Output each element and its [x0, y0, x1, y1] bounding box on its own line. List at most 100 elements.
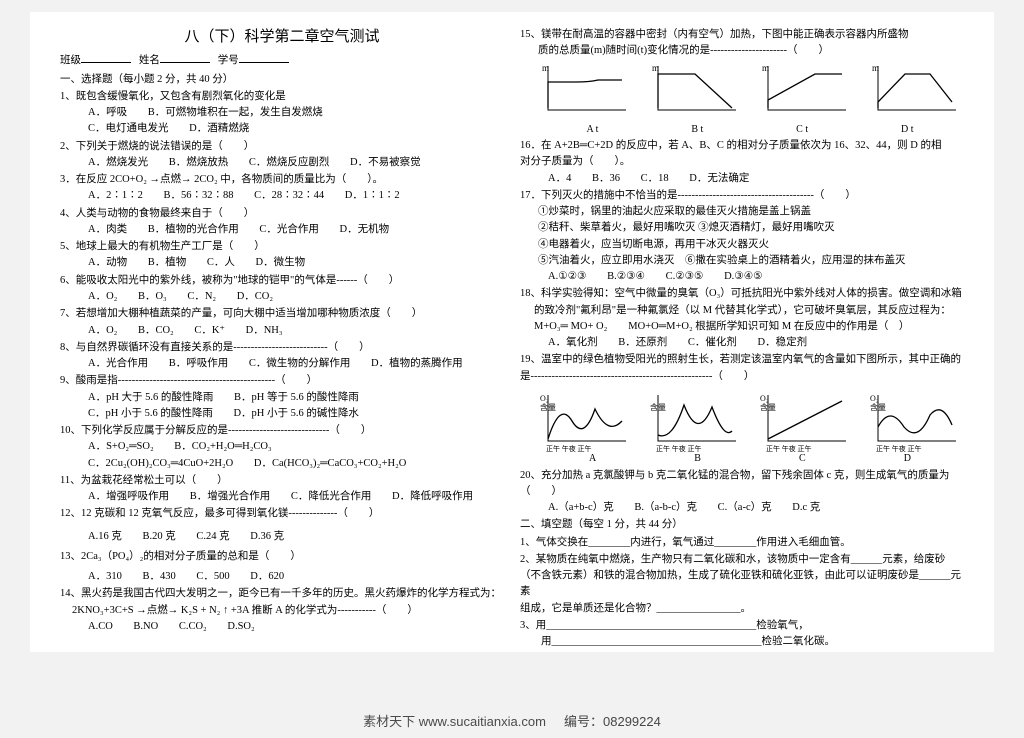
q15-charts: m m m [540, 62, 960, 120]
q15-chart-labels: A tB t C tD t [540, 122, 960, 138]
q5: 5、地球上最大的有机物生产工厂是（ ） A．动物 B．植物 C．人 D．微生物 [60, 239, 504, 272]
q1-A: A．呼吸 [88, 105, 127, 121]
q5-stem: 5、地球上最大的有机物生产工厂是（ ） [60, 239, 504, 255]
q9-stem: 9、酸雨是指----------------------------------… [60, 373, 504, 389]
svg-text:正午 午夜 正午: 正午 午夜 正午 [546, 444, 592, 453]
q3-D: D．1∶1∶2 [345, 188, 400, 204]
q15-line2: 质的总质量(m)随时间(t)变化情况的是--------------------… [520, 43, 964, 59]
q17-o4: ⑤汽油着火，应立即用水浇灭 ⑥撒在实验桌上的酒精着火，应用湿的抹布盖灭 [520, 253, 964, 269]
q18: 18、科学实验得知：空气中微量的臭氧（O₃）可抵抗阳光中紫外线对人体的损害。做空… [520, 286, 964, 351]
q5-C: C．人 [207, 255, 235, 271]
section1-header: 一、选择题（每小题 2 分，共 40 分） [60, 72, 504, 88]
q8-B: B．呼吸作用 [169, 356, 229, 372]
q3-B: B．56∶32∶88 [163, 188, 233, 204]
right-column: 15、镁带在耐高温的容器中密封（内有空气）加热，下图中能正确表示容器内所盛物 质… [512, 26, 972, 642]
svg-text:正午 午夜 正午: 正午 午夜 正午 [656, 444, 702, 453]
svg-text:O₂: O₂ [760, 394, 769, 403]
q11-stem: 11、为盆栽花经常松土可以（ ） [60, 473, 504, 489]
svg-text:正午 午夜 正午: 正午 午夜 正午 [876, 444, 922, 453]
q17: 17．下列灭火的措施中不恰当的是------------------------… [520, 188, 964, 286]
q4: 4、人类与动物的食物最终来自于（ ） A．肉类 B．植物的光合作用 C．光合作用… [60, 206, 504, 239]
q10-C: C．2Cu₂(OH)₂CO₃═4CuO+2H₂O [88, 456, 233, 472]
footer-id-value: 08299224 [603, 714, 661, 729]
q8-A: A．光合作用 [88, 356, 148, 372]
q16-B: B．36 [592, 171, 620, 187]
q11-C: C．降低光合作用 [291, 489, 372, 505]
q10-A: A．S+O₂═SO₂ [88, 439, 154, 455]
footer: 素材天下 www.sucaitianxia.com 编号：08299224 [0, 711, 1024, 730]
q15: 15、镁带在耐高温的容器中密封（内有空气）加热，下图中能正确表示容器内所盛物 质… [520, 27, 964, 137]
q16-line1: 16．在 A+2B═C+2D 的反应中，若 A、B、C 的相对分子质量依次为 1… [520, 138, 964, 154]
q20-line1: 20、充分加热 a 克氯酸钾与 b 克二氧化锰的混合物，留下残余固体 c 克，则… [520, 468, 964, 484]
q20: 20、充分加热 a 克氯酸钾与 b 克二氧化锰的混合物，留下残余固体 c 克，则… [520, 468, 964, 517]
q5-A: A．动物 [88, 255, 127, 271]
q14-B: B.NO [133, 619, 158, 635]
q15-chart-B: m [650, 62, 740, 120]
footer-id-label: 编号： [564, 714, 603, 729]
q8-C: C．微生物的分解作用 [249, 356, 351, 372]
q2-D: D．不易被察觉 [350, 155, 421, 171]
fill2-l1: 2、某物质在纯氧中燃烧，生产物只有二氧化碳和水，该物质中一定含有______元素… [520, 552, 964, 568]
fill3-l1: 3、用_____________________________________… [520, 618, 964, 634]
q14: 14、黑火药是我国古代四大发明之一，距今已有一千多年的历史。黑火药爆炸的化学方程… [60, 586, 504, 635]
fill2-l2: （不含铁元素）和铁的混合物加热，生成了硫化亚铁和硫化亚铁，由此可以证明废砂是__… [520, 568, 964, 601]
q7-B: B．CO₂ [138, 323, 174, 339]
q19-chart-B: 含量 正午 午夜 正午 [650, 391, 740, 449]
q13: 13、2Ca₃（PO₄）₂的相对分子质量的总和是（ ） A．310 B．430 … [60, 549, 504, 586]
q9: 9、酸雨是指----------------------------------… [60, 373, 504, 422]
q18-line1: 18、科学实验得知：空气中微量的臭氧（O₃）可抵抗阳光中紫外线对人体的损害。做空… [520, 286, 964, 302]
q9-C: C．pH 小于 5.6 的酸性降雨 [88, 406, 213, 422]
q4-D: D．无机物 [340, 222, 390, 238]
q17-B: B.②③④ [607, 269, 645, 285]
fill1: 1、气体交换在________内进行，氧气通过________作用进入毛细血管。 [520, 535, 964, 551]
q12-C: C.24 克 [196, 529, 229, 545]
q17-C: C.②③⑤ [666, 269, 704, 285]
class-label: 班级 [60, 55, 81, 66]
section2-header: 二、填空题（每空 1 分，共 44 分） [520, 517, 964, 533]
q19-labels: AB CD [540, 451, 960, 467]
q19-line2: 是---------------------------------------… [520, 369, 964, 385]
exam-paper: 八（下）科学第二章空气测试 班级 姓名 学号 一、选择题（每小题 2 分，共 4… [30, 12, 994, 652]
q1: 1、既包含缓慢氧化，又包含有剧烈氧化的变化是 A．呼吸 B．可燃物堆积在一起，发… [60, 89, 504, 138]
q2-B: B．燃烧放热 [169, 155, 229, 171]
q7: 7、若想增加大棚种植蔬菜的产量，可向大棚中适当增加哪种物质浓度（ ） A．O₂ … [60, 306, 504, 339]
q17-o1: ①炒菜时，锅里的油起火应采取的最佳灭火措施是盖上锅盖 [520, 204, 964, 220]
q12-stem: 12、12 克碳和 12 克氧气反应，最多可得到氧化镁-------------… [60, 506, 504, 522]
q17-D: D.③④⑤ [724, 269, 762, 285]
q13-A: A．310 [88, 569, 122, 585]
exam-title: 八（下）科学第二章空气测试 [60, 26, 504, 49]
q11-B: B．增强光合作用 [190, 489, 271, 505]
q18-A: A．氧化剂 [548, 335, 598, 351]
q1-D: D．酒精燃烧 [189, 121, 249, 137]
q2-stem: 2、下列关于燃烧的说法错误的是（ ） [60, 139, 504, 155]
q6-C: C．N₂ [187, 289, 216, 305]
q19-chart-D: O₂含量 正午 午夜 正午 [870, 391, 960, 449]
q8-D: D．植物的蒸腾作用 [371, 356, 463, 372]
q12-A: A.16 克 [88, 529, 122, 545]
q11: 11、为盆栽花经常松土可以（ ） A．增强呼吸作用 B．增强光合作用 C．降低光… [60, 473, 504, 506]
q2-A: A．燃烧发光 [88, 155, 148, 171]
q2-C: C．燃烧反应剧烈 [249, 155, 330, 171]
q6-D: D．CO₂ [237, 289, 273, 305]
number-label: 学号 [218, 55, 239, 66]
fill2-l3: 组成，它是单质还是化合物？________________。 [520, 601, 964, 617]
q4-B: B．植物的光合作用 [148, 222, 239, 238]
q3: 3．在反应 2CO+O₂ →点燃→ 2CO₂ 中，各物质间的质量比为（ ）。 A… [60, 172, 504, 205]
q15-chart-C: m [760, 62, 850, 120]
q11-A: A．增强呼吸作用 [88, 489, 169, 505]
svg-text:O₂: O₂ [870, 394, 879, 403]
q16-line2: 对分子质量为（ ）。 [520, 154, 964, 170]
q13-B: B．430 [142, 569, 175, 585]
q7-stem: 7、若想增加大棚种植蔬菜的产量，可向大棚中适当增加哪种物质浓度（ ） [60, 306, 504, 322]
q20-C: C.（a-c）克 [718, 500, 772, 516]
q14-line2: 2KNO₃+3C+S →点燃→ K₂S + N₂ ↑ +3A 推断 A 的化学式… [60, 603, 504, 619]
q13-C: C．500 [196, 569, 229, 585]
q14-line1: 14、黑火药是我国古代四大发明之一，距今已有一千多年的历史。黑火药爆炸的化学方程… [60, 586, 504, 602]
q14-D: D.SO₂ [227, 619, 254, 635]
q7-C: C．K⁺ [194, 323, 225, 339]
q18-B: B．还原剂 [618, 335, 667, 351]
q12: 12、12 克碳和 12 克氧气反应，最多可得到氧化镁-------------… [60, 506, 504, 545]
fill2: 2、某物质在纯氧中燃烧，生产物只有二氧化碳和水，该物质中一定含有______元素… [520, 552, 964, 617]
q20-B: B.（a-b-c）克 [634, 500, 697, 516]
q18-D: D．稳定剂 [758, 335, 808, 351]
